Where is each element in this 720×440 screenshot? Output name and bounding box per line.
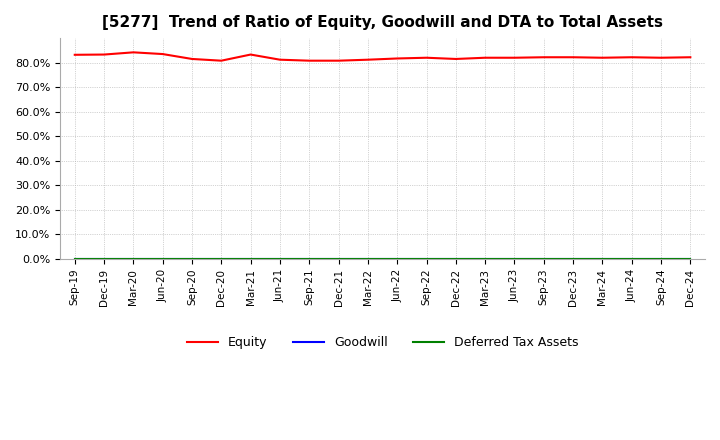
Equity	[100, 52, 109, 57]
Deferred Tax Assets	[334, 256, 343, 261]
Equity	[188, 56, 197, 62]
Equity	[627, 55, 636, 60]
Equity	[451, 56, 460, 62]
Equity	[305, 58, 314, 63]
Deferred Tax Assets	[364, 256, 372, 261]
Goodwill	[422, 256, 431, 261]
Equity	[539, 55, 548, 60]
Deferred Tax Assets	[100, 256, 109, 261]
Deferred Tax Assets	[188, 256, 197, 261]
Goodwill	[129, 256, 138, 261]
Deferred Tax Assets	[276, 256, 284, 261]
Deferred Tax Assets	[686, 256, 695, 261]
Goodwill	[393, 256, 402, 261]
Equity	[129, 50, 138, 55]
Goodwill	[481, 256, 490, 261]
Goodwill	[451, 256, 460, 261]
Goodwill	[627, 256, 636, 261]
Deferred Tax Assets	[569, 256, 577, 261]
Goodwill	[276, 256, 284, 261]
Deferred Tax Assets	[305, 256, 314, 261]
Goodwill	[539, 256, 548, 261]
Deferred Tax Assets	[422, 256, 431, 261]
Goodwill	[364, 256, 372, 261]
Goodwill	[686, 256, 695, 261]
Equity	[276, 57, 284, 62]
Goodwill	[569, 256, 577, 261]
Goodwill	[305, 256, 314, 261]
Deferred Tax Assets	[129, 256, 138, 261]
Goodwill	[188, 256, 197, 261]
Equity	[657, 55, 665, 60]
Deferred Tax Assets	[451, 256, 460, 261]
Deferred Tax Assets	[510, 256, 519, 261]
Deferred Tax Assets	[539, 256, 548, 261]
Deferred Tax Assets	[217, 256, 225, 261]
Deferred Tax Assets	[158, 256, 167, 261]
Equity	[686, 55, 695, 60]
Goodwill	[334, 256, 343, 261]
Goodwill	[217, 256, 225, 261]
Deferred Tax Assets	[246, 256, 255, 261]
Deferred Tax Assets	[627, 256, 636, 261]
Legend: Equity, Goodwill, Deferred Tax Assets: Equity, Goodwill, Deferred Tax Assets	[181, 331, 583, 354]
Equity	[481, 55, 490, 60]
Goodwill	[657, 256, 665, 261]
Deferred Tax Assets	[481, 256, 490, 261]
Equity	[158, 51, 167, 57]
Goodwill	[71, 256, 79, 261]
Equity	[598, 55, 607, 60]
Equity	[510, 55, 519, 60]
Title: [5277]  Trend of Ratio of Equity, Goodwill and DTA to Total Assets: [5277] Trend of Ratio of Equity, Goodwil…	[102, 15, 663, 30]
Deferred Tax Assets	[71, 256, 79, 261]
Goodwill	[598, 256, 607, 261]
Equity	[422, 55, 431, 60]
Goodwill	[100, 256, 109, 261]
Equity	[217, 58, 225, 63]
Goodwill	[510, 256, 519, 261]
Deferred Tax Assets	[393, 256, 402, 261]
Goodwill	[158, 256, 167, 261]
Equity	[246, 52, 255, 57]
Equity	[71, 52, 79, 58]
Deferred Tax Assets	[657, 256, 665, 261]
Equity	[364, 57, 372, 62]
Line: Equity: Equity	[75, 52, 690, 61]
Goodwill	[246, 256, 255, 261]
Equity	[334, 58, 343, 63]
Equity	[393, 56, 402, 61]
Equity	[569, 55, 577, 60]
Deferred Tax Assets	[598, 256, 607, 261]
